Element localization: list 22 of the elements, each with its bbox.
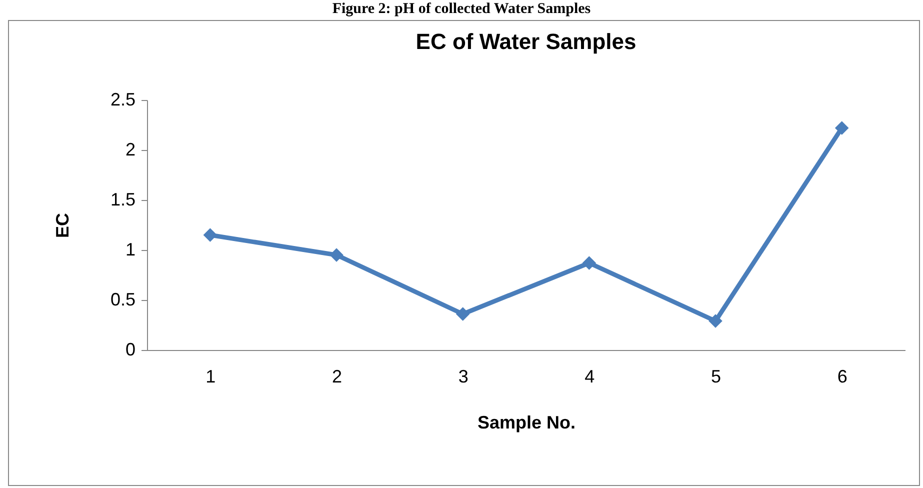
x-tick-label: 6 xyxy=(837,366,848,386)
x-tick-label: 2 xyxy=(332,366,342,386)
y-tick-label: 2 xyxy=(125,140,136,160)
x-axis-title: Sample No. xyxy=(477,412,576,432)
point xyxy=(582,256,596,270)
point xyxy=(456,307,470,321)
caption: Figure 2: pH of collected Water Samples xyxy=(331,0,592,18)
point xyxy=(834,121,849,135)
chart-title: EC of Water Samples xyxy=(416,29,636,54)
point xyxy=(330,248,344,262)
point xyxy=(203,228,218,242)
x-tick-label: 5 xyxy=(710,366,722,386)
y-axis-title: EC xyxy=(52,212,72,238)
y-tick-label: 0 xyxy=(125,340,136,360)
y-tick-label: 0.5 xyxy=(110,290,136,310)
point xyxy=(708,314,722,328)
x-tick-label: 4 xyxy=(584,366,595,386)
x-tick-label: 1 xyxy=(206,366,216,386)
y-tick-label: 2.5 xyxy=(110,90,136,110)
x-tick-label: 3 xyxy=(458,366,468,386)
y-tick-label: 1.5 xyxy=(110,190,136,210)
y-tick-label: 1 xyxy=(125,240,136,260)
